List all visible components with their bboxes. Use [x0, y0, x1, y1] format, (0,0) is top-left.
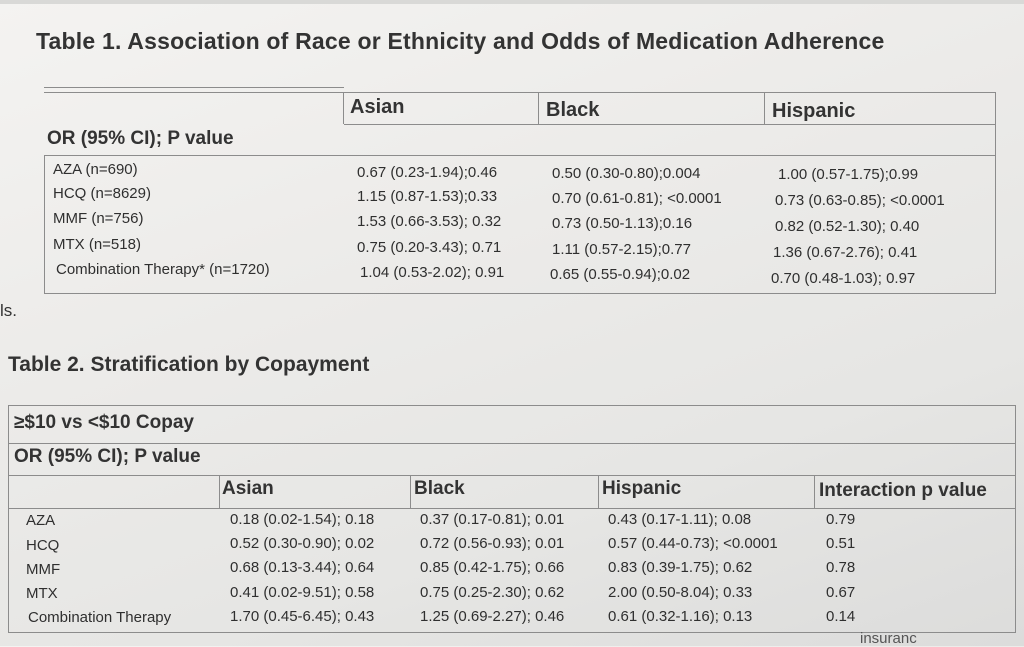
table1-right-border: [995, 92, 996, 293]
table2-cell: 0.85 (0.42-1.75); 0.66: [420, 559, 565, 576]
table1-cell: 1.53 (0.66-3.53); 0.32: [357, 213, 502, 230]
table1-divider: [343, 92, 344, 124]
table2-row-label: MTX: [26, 585, 58, 602]
table1-cell: 0.75 (0.20-3.43); 0.71: [357, 239, 502, 256]
table1-row-label: MMF (n=756): [53, 210, 144, 227]
table1-title: Table 1. Association of Race or Ethnicit…: [36, 28, 885, 54]
table1-row-label: AZA (n=690): [53, 161, 138, 178]
table2-cell: 0.75 (0.25-2.30); 0.62: [420, 584, 565, 601]
table2-row-label: Combination Therapy: [28, 609, 172, 626]
table2-divider: [598, 475, 599, 508]
table1-cell: 1.15 (0.87-1.53);0.33: [357, 188, 498, 205]
table2-rule: [8, 443, 1016, 444]
table1-cell: 0.73 (0.50-1.13);0.16: [552, 215, 693, 232]
table1-cell: 0.67 (0.23-1.94);0.46: [357, 164, 498, 181]
table2-top-rule: [8, 405, 1016, 406]
table2-cell: 0.37 (0.17-0.81); 0.01: [420, 511, 565, 528]
table2-cell: 0.57 (0.44-0.73); <0.0001: [608, 535, 778, 552]
table2-cell: 0.61 (0.32-1.16); 0.13: [608, 608, 753, 625]
table1-divider: [538, 92, 539, 124]
table2-subheader-or: OR (95% CI); P value: [14, 446, 201, 467]
table2-row-label: AZA: [26, 512, 56, 529]
cut-off-text-fragment: ls.: [0, 301, 17, 320]
table1-subheader: OR (95% CI); P value: [47, 128, 234, 149]
table1-body-rule: [44, 155, 996, 156]
table2-subheader-copay: ≥$10 vs <$10 Copay: [14, 412, 194, 433]
page-top-edge: [0, 0, 1024, 4]
table2-bottom-rule: [8, 632, 1016, 633]
table2-divider: [219, 475, 220, 508]
table1-cell: 1.36 (0.67-2.76); 0.41: [773, 244, 918, 261]
table1-divider: [764, 92, 765, 124]
table2-cell: 0.67: [826, 584, 856, 601]
table1-top-rule: [44, 87, 344, 88]
table1-row-label: HCQ (n=8629): [53, 185, 151, 202]
table2-divider: [814, 475, 815, 508]
table2-cell: 0.78: [826, 559, 856, 576]
table2-cell: 0.18 (0.02-1.54); 0.18: [230, 511, 375, 528]
table2-row-label: MMF: [26, 561, 61, 578]
table2-rule: [8, 475, 1016, 476]
table2-header-rule: [8, 508, 1016, 509]
table2-row-label: HCQ: [26, 537, 60, 554]
table2-cell: 0.41 (0.02-9.51); 0.58: [230, 584, 375, 601]
table2-cell: 0.83 (0.39-1.75); 0.62: [608, 559, 753, 576]
table2-cell: 0.43 (0.17-1.11); 0.08: [608, 511, 752, 528]
table1-cell: 0.50 (0.30-0.80);0.004: [552, 165, 701, 182]
table1-header-hispanic: Hispanic: [772, 100, 856, 122]
table2-left-border: [8, 405, 9, 632]
table2-header-asian: Asian: [222, 478, 274, 499]
table1-cell: 1.11 (0.57-2.15);0.77: [552, 241, 691, 258]
table2-divider: [410, 475, 411, 508]
table1-cell: 1.00 (0.57-1.75);0.99: [778, 166, 919, 183]
table1-bottom-rule: [44, 293, 996, 294]
table1-cell: 1.04 (0.53-2.02); 0.91: [360, 264, 505, 281]
table2-cell: 2.00 (0.50-8.04); 0.33: [608, 584, 753, 601]
table2-cell: 0.51: [826, 535, 856, 552]
table2-right-border: [1015, 405, 1016, 632]
table1-cell: 0.70 (0.61-0.81); <0.0001: [552, 190, 722, 207]
cut-off-bottom-text: insuranc: [860, 630, 917, 647]
table1-left-border: [44, 155, 45, 293]
table2-cell: 0.68 (0.13-3.44); 0.64: [230, 559, 375, 576]
table2-cell: 0.79: [826, 511, 856, 528]
table1-cell: 0.73 (0.63-0.85); <0.0001: [775, 192, 945, 209]
table2-header-interaction: Interaction p value: [819, 480, 987, 501]
table1-header-rule: [44, 92, 996, 93]
table2-title: Table 2. Stratification by Copayment: [8, 353, 370, 376]
table2-cell: 0.52 (0.30-0.90); 0.02: [230, 535, 375, 552]
table2-cell: 0.72 (0.56-0.93); 0.01: [420, 535, 565, 552]
table1-cell: 0.65 (0.55-0.94);0.02: [550, 266, 691, 283]
table1-row-label: Combination Therapy* (n=1720): [56, 261, 270, 278]
table2-cell: 0.14: [826, 608, 856, 625]
table1-header-black: Black: [546, 99, 600, 121]
table1-header-asian: Asian: [350, 96, 405, 118]
table2-cell: 1.25 (0.69-2.27); 0.46: [420, 608, 565, 625]
table1-col-rule: [344, 124, 996, 125]
table2-cell: 1.70 (0.45-6.45); 0.43: [230, 608, 375, 625]
table1-cell: 0.70 (0.48-1.03); 0.97: [771, 270, 916, 287]
table1-row-label: MTX (n=518): [53, 236, 141, 253]
table2-header-black: Black: [414, 478, 465, 499]
table1-cell: 0.82 (0.52-1.30); 0.40: [775, 218, 920, 235]
table2-header-hispanic: Hispanic: [602, 478, 682, 499]
